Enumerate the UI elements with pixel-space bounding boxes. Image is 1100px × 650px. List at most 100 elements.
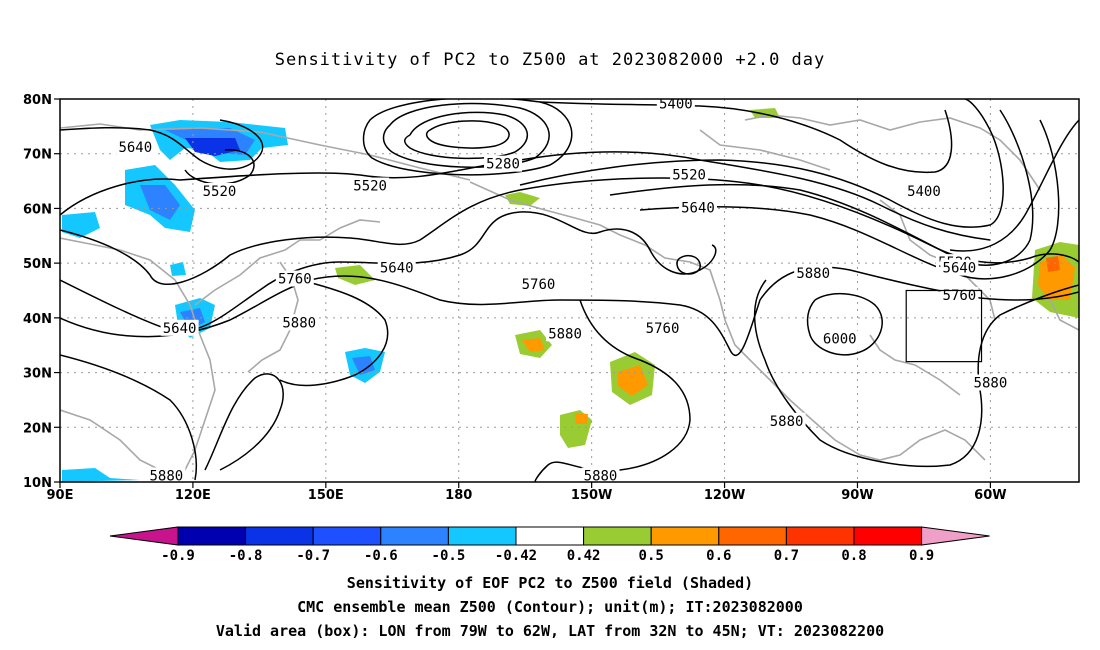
colorbar — [109, 526, 990, 546]
contour-label: 5760 — [275, 270, 314, 288]
contour-label: 5640 — [377, 259, 416, 277]
longitude-labels: 90E 120E 150E 180 150W 120W 90W 60W — [47, 488, 1007, 503]
contour-label-text: 5760 — [646, 321, 680, 337]
contour-label: 5760 — [519, 276, 558, 293]
footer-line-2: CMC ensemble mean Z500 (Contour); unit(m… — [297, 598, 803, 616]
contour-label-bg — [940, 259, 979, 276]
lon-label: 90W — [841, 488, 873, 503]
contour-label: 5640 — [940, 259, 979, 277]
axis-ticks — [54, 98, 991, 488]
colorbar-label: -0.5 — [432, 548, 466, 564]
colorbar-label: -0.8 — [229, 548, 263, 564]
lon-label: 90E — [47, 488, 74, 503]
contour-label: 5760 — [643, 319, 682, 337]
contour-label: 5880 — [147, 467, 186, 485]
contour-label-bg — [519, 276, 558, 293]
colorbar-over-triangle — [921, 526, 990, 546]
colorbar-label: -0.9 — [161, 548, 195, 564]
contour-label: 5880 — [546, 325, 585, 342]
contour-label: 5880 — [971, 374, 1010, 392]
contour-label: 5520 — [670, 166, 709, 184]
contour-label-text: 5520 — [203, 184, 237, 200]
contour-label: 5520 — [200, 183, 239, 200]
lat-label: 40N — [23, 312, 52, 327]
contour-label-bg — [377, 259, 416, 276]
contour-label-bg — [484, 155, 523, 172]
colorbar-segment — [785, 526, 855, 546]
contour-label-text: 5640 — [681, 200, 715, 216]
contour-label-text: 5760 — [943, 288, 977, 304]
colorbar-label: -0.42 — [495, 548, 537, 564]
lon-label: 120W — [704, 488, 745, 503]
contour-label-text: 5640 — [943, 261, 977, 277]
lon-label: 60W — [974, 488, 1006, 503]
colorbar-segment — [515, 526, 585, 546]
lat-label: 20N — [23, 421, 52, 436]
colorbar-label: 0.6 — [706, 548, 731, 564]
valid-area-box — [905, 289, 983, 363]
contour-label: 5880 — [280, 314, 319, 331]
contour-label: 5880 — [794, 265, 833, 282]
contour-label-text: 5880 — [149, 469, 183, 485]
contour-label-text: 5880 — [584, 469, 618, 485]
contour-label-bg — [160, 319, 199, 336]
colorbar-label: -0.7 — [296, 548, 330, 564]
contour-label-text: 5400 — [907, 184, 941, 200]
contour-label-text: 5640 — [380, 261, 414, 277]
colorbar-label: 0.8 — [841, 548, 866, 564]
map-panel: 5640 5520 5280 5400 5520 5640 5520 5640 5760 5640… — [60, 96, 1079, 485]
colorbar-label: -0.6 — [364, 548, 398, 564]
contour-label-text: 5880 — [282, 315, 316, 331]
colorbar-label: 0.9 — [909, 548, 934, 564]
contour-label-bg — [820, 330, 859, 347]
contour-label-text: 5280 — [486, 157, 520, 173]
colorbar-label: 0.5 — [639, 548, 664, 564]
lon-label: 150W — [571, 488, 612, 503]
lat-label: 80N — [23, 93, 52, 108]
contour-label-bg — [678, 199, 717, 216]
contour-label-text: 5400 — [659, 96, 693, 112]
lon-label: 150E — [308, 488, 344, 503]
colorbar-segment — [447, 526, 517, 546]
colorbar-segment — [853, 526, 923, 546]
contour-label-bg — [351, 177, 390, 194]
contour-label-text: 5520 — [672, 168, 706, 184]
contour-label-bg — [546, 325, 585, 342]
contour-label-bg — [767, 412, 806, 429]
colorbar-segment — [380, 526, 449, 546]
colorbar-segment — [177, 526, 247, 546]
map-frame — [59, 98, 1080, 483]
contour-label-text: 5760 — [278, 272, 312, 288]
contour-label: 5880 — [581, 467, 620, 485]
contour-label: 5880 — [767, 412, 806, 430]
contour-label: 5400 — [904, 183, 943, 200]
contour-label-bg — [147, 467, 186, 482]
contour-label: 5400 — [656, 96, 695, 112]
colorbar-segment — [583, 526, 652, 546]
contour-label-text: 5760 — [522, 277, 556, 293]
colorbar-under-triangle — [109, 526, 179, 546]
colorbar-label: 0.42 — [567, 548, 601, 564]
colorbar-segment — [650, 526, 720, 546]
colorbar-segment — [245, 526, 314, 546]
colorbar-label: 0.7 — [774, 548, 799, 564]
lat-label: 50N — [23, 257, 52, 272]
contour-label-text: 5640 — [118, 140, 152, 156]
contour-label-text: 5880 — [974, 376, 1008, 392]
lon-label: 180 — [445, 488, 472, 503]
footer-line-1: Sensitivity of EOF PC2 to Z500 field (Sh… — [346, 574, 754, 592]
contour-label-text: 5520 — [353, 179, 387, 195]
contour-label-bg — [656, 99, 695, 112]
contour-label-text: 6000 — [823, 332, 857, 348]
contour-label-bg — [280, 314, 319, 331]
colorbar-segment — [718, 526, 787, 546]
colorbar-labels: -0.9 -0.8 -0.7 -0.6 -0.5 -0.42 0.42 0.5 0.6 0.7 0.… — [161, 548, 934, 564]
lon-label: 120E — [175, 488, 211, 503]
contour-label-bg — [794, 265, 833, 282]
contour-label-bg — [971, 374, 1010, 391]
contour-label-bg — [116, 139, 155, 156]
contour-label-text: 5880 — [770, 414, 804, 430]
contour-label-text: 5880 — [548, 326, 582, 342]
lat-label: 70N — [23, 148, 52, 163]
